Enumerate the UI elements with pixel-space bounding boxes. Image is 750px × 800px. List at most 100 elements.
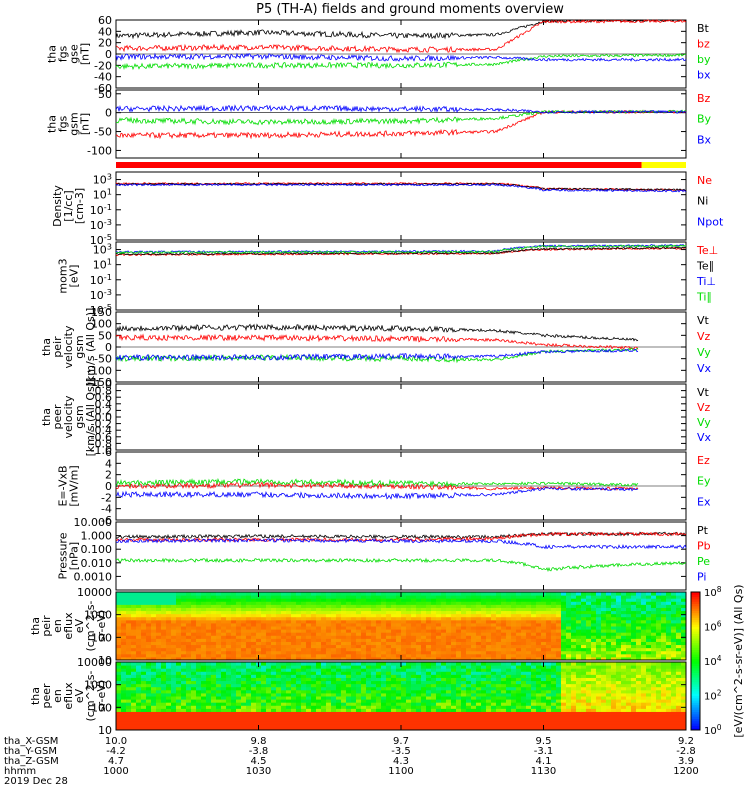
spectrogram-cell (171, 717, 177, 722)
spectrogram-cell (516, 711, 522, 716)
spectrogram-cell (336, 671, 342, 675)
spectrogram-cell (306, 592, 312, 596)
spectrogram-cell (136, 674, 142, 678)
spectrogram-cell (281, 632, 287, 636)
spectrogram-cell (411, 635, 417, 639)
spectrogram-cell (531, 607, 537, 612)
spectrogram-cell (551, 601, 557, 605)
spectrogram-cell (216, 683, 222, 688)
spectrogram-cell (266, 641, 272, 646)
spectrogram-cell (276, 714, 282, 719)
spectrogram-cell (276, 677, 282, 682)
spectrogram-cell (141, 726, 147, 731)
spectrogram-cell (206, 607, 212, 612)
spectrogram-cell (161, 601, 167, 605)
spectrogram-cell (501, 613, 507, 618)
spectrogram-cell (661, 650, 667, 655)
spectrogram-cell (146, 717, 152, 722)
spectrogram-cell (151, 638, 157, 642)
spectrogram-cell (666, 604, 672, 608)
spectrogram-cell (496, 635, 502, 639)
spectrogram-cell (466, 656, 472, 661)
spectrogram-cell (256, 598, 262, 602)
spectrogram-cell (636, 610, 642, 615)
spectrogram-cell (461, 717, 467, 722)
spectrogram-cell (256, 711, 262, 716)
spectrogram-cell (366, 671, 372, 675)
spectrogram-cell (681, 622, 687, 627)
spectrogram-cell (446, 635, 452, 639)
spectrogram-cell (411, 665, 417, 669)
spectrogram-cell (316, 641, 322, 646)
spectrogram-cell (266, 592, 272, 596)
spectrogram-cell (346, 619, 352, 624)
spectrogram-cell (221, 674, 227, 678)
spectrogram-cell (546, 726, 552, 731)
spectrogram-cell (471, 717, 477, 722)
spectrogram-cell (366, 711, 372, 716)
spectrogram-cell (211, 619, 217, 624)
spectrogram-cell (166, 604, 172, 608)
spectrogram-cell (581, 726, 587, 731)
spectrogram-cell (486, 595, 492, 599)
spectrogram-cell (486, 650, 492, 655)
spectrogram-cell (386, 647, 392, 652)
spectrogram-cell (436, 662, 442, 666)
spectrogram-cell (281, 696, 287, 700)
spectrogram-cell (236, 638, 242, 642)
spectrogram-cell (536, 683, 542, 688)
spectrogram-cell (381, 616, 387, 621)
ytick-label: 0.2 (95, 404, 113, 417)
spectrogram-cell (356, 723, 362, 728)
spectrogram-cell (591, 720, 597, 725)
spectrogram-cell (286, 619, 292, 624)
spectrogram-cell (316, 714, 322, 719)
spectrogram-cell (521, 723, 527, 728)
panel-density: 10-510-310-1101103Density[1/cc][cm-3]NeN… (51, 171, 724, 247)
spectrogram-cell (241, 717, 247, 722)
ytick-label: -0.4 (91, 424, 112, 437)
figure-title: P5 (TH-A) fields and ground moments over… (256, 2, 564, 17)
spectrogram-cell (536, 720, 542, 725)
spectrogram-cell (401, 604, 407, 608)
spectrogram-cell (236, 671, 242, 675)
spectrogram-cell (171, 647, 177, 652)
spectrogram-cell (441, 680, 447, 685)
spectrogram-cell (521, 662, 527, 666)
spectrogram-cell (631, 598, 637, 602)
spectrogram-cell (236, 619, 242, 624)
spectrogram-cell (531, 692, 537, 697)
spectrogram-cell (636, 635, 642, 639)
series-Bx (115, 104, 687, 115)
spectrogram-cell (376, 601, 382, 605)
spectrogram-cell (676, 635, 682, 639)
spectrogram-cell (241, 662, 247, 666)
spectrogram-cell (601, 592, 607, 596)
spectrogram-cell (631, 641, 637, 646)
spectrogram-cell (171, 644, 177, 649)
spectrogram-cell (486, 723, 492, 728)
spectrogram-cell (676, 592, 682, 596)
spectrogram-cell (496, 702, 502, 706)
spectrogram-cell (516, 629, 522, 633)
spectrogram-cell (171, 653, 177, 658)
spectrogram-cell (436, 656, 442, 661)
spectrogram-cell (536, 680, 542, 685)
spectrogram-cell (481, 720, 487, 725)
spectrogram-cell (561, 653, 567, 658)
spectrogram-cell (426, 668, 432, 672)
spectrogram-cell (406, 714, 412, 719)
spectrogram-cell (351, 677, 357, 682)
spectrogram-cell (141, 714, 147, 719)
spectrogram-cell (486, 717, 492, 722)
spectrogram-cell (591, 723, 597, 728)
spectrogram-cell (526, 711, 532, 716)
spectrogram-cell (201, 686, 207, 691)
spectrogram-cell (286, 656, 292, 661)
spectrogram-cell (471, 598, 477, 602)
spectrogram-cell (506, 726, 512, 731)
spectrogram-cell (126, 668, 132, 672)
spectrogram-cell (416, 638, 422, 642)
spectrogram-cell (676, 632, 682, 636)
